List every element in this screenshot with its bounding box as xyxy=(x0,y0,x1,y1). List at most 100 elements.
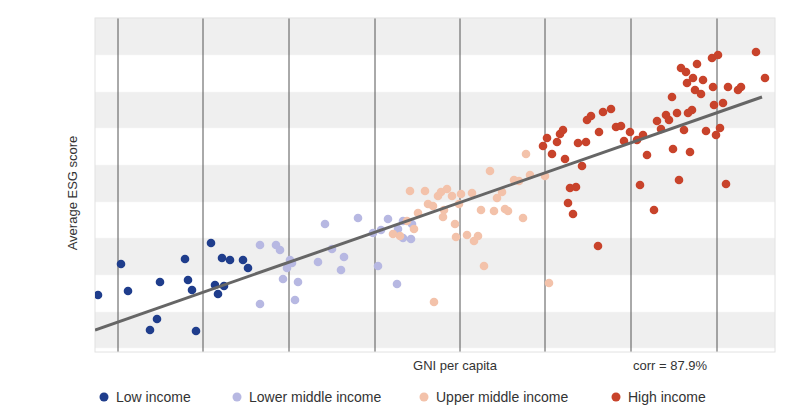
point xyxy=(669,145,678,154)
point xyxy=(650,206,659,215)
point xyxy=(665,116,674,125)
point xyxy=(564,199,573,208)
grid-band xyxy=(95,312,775,348)
point xyxy=(256,241,265,250)
grid xyxy=(95,18,775,352)
legend-marker xyxy=(612,393,621,402)
point xyxy=(279,275,288,284)
point xyxy=(737,83,746,92)
point xyxy=(607,105,616,114)
point xyxy=(548,150,557,159)
grid-line-x xyxy=(545,18,546,352)
point xyxy=(421,187,430,196)
point xyxy=(480,262,489,271)
point xyxy=(477,206,486,215)
grid-line-x xyxy=(717,18,718,352)
point xyxy=(207,239,216,248)
grid-line-y xyxy=(95,92,775,93)
point xyxy=(722,180,731,189)
legend-label: High income xyxy=(628,389,706,405)
grid-line-x xyxy=(631,18,632,352)
point xyxy=(702,127,711,136)
point xyxy=(374,262,383,271)
point xyxy=(337,266,346,275)
point xyxy=(218,254,227,263)
point xyxy=(184,276,193,285)
point xyxy=(686,148,695,157)
point xyxy=(519,214,528,223)
grid-line-x xyxy=(460,18,461,352)
point xyxy=(256,300,265,309)
grid-band xyxy=(95,238,775,275)
point xyxy=(697,90,706,99)
point xyxy=(626,128,635,137)
point xyxy=(572,183,581,192)
lines xyxy=(95,97,762,330)
point xyxy=(294,278,303,287)
legend-label: Upper middle income xyxy=(436,389,568,405)
grid-line-x xyxy=(118,18,119,352)
point xyxy=(226,256,235,265)
point xyxy=(688,106,697,115)
point xyxy=(321,220,330,229)
grid-line-x xyxy=(289,18,290,352)
point xyxy=(314,258,323,267)
grid-line-x xyxy=(203,18,204,352)
point xyxy=(239,256,248,265)
point xyxy=(406,187,415,196)
legend-marker xyxy=(100,393,109,402)
point xyxy=(561,155,570,164)
point xyxy=(709,83,718,92)
point xyxy=(716,124,725,133)
grid-line-x xyxy=(375,18,376,352)
point xyxy=(599,108,608,117)
point xyxy=(410,225,419,234)
grid-band xyxy=(95,92,775,128)
point xyxy=(407,235,416,244)
point xyxy=(693,60,702,69)
y-axis-label: Average ESG score xyxy=(65,136,80,251)
data-area xyxy=(95,48,769,336)
point xyxy=(761,74,770,83)
plot-frame xyxy=(95,18,775,352)
point xyxy=(452,233,461,242)
point xyxy=(214,290,223,299)
point xyxy=(146,326,155,335)
point xyxy=(559,126,568,135)
point xyxy=(673,109,682,118)
point xyxy=(490,207,499,216)
point xyxy=(156,278,165,287)
point xyxy=(578,162,587,171)
point xyxy=(680,126,689,135)
point xyxy=(587,112,596,121)
point xyxy=(668,93,677,102)
point xyxy=(340,253,349,262)
point xyxy=(384,215,393,224)
point xyxy=(719,99,728,108)
point xyxy=(594,242,603,251)
x-axis-label: GNI per capita xyxy=(413,358,498,373)
point xyxy=(714,51,723,60)
point xyxy=(682,68,691,77)
point xyxy=(192,327,201,336)
point xyxy=(117,260,126,269)
point xyxy=(699,76,708,85)
point xyxy=(569,210,578,219)
point xyxy=(181,255,190,264)
point xyxy=(574,139,583,148)
grid-line-y xyxy=(95,275,775,276)
point xyxy=(553,138,562,147)
point xyxy=(124,287,133,296)
point xyxy=(675,176,684,185)
point xyxy=(451,220,460,229)
legend-label: Lower middle income xyxy=(249,389,381,405)
point xyxy=(617,122,626,131)
grid-line-y xyxy=(95,165,775,166)
point xyxy=(636,181,645,190)
point xyxy=(443,185,452,194)
point xyxy=(474,232,483,241)
point xyxy=(457,190,466,199)
trend-line xyxy=(95,97,762,330)
point xyxy=(153,315,162,324)
point xyxy=(244,264,253,273)
